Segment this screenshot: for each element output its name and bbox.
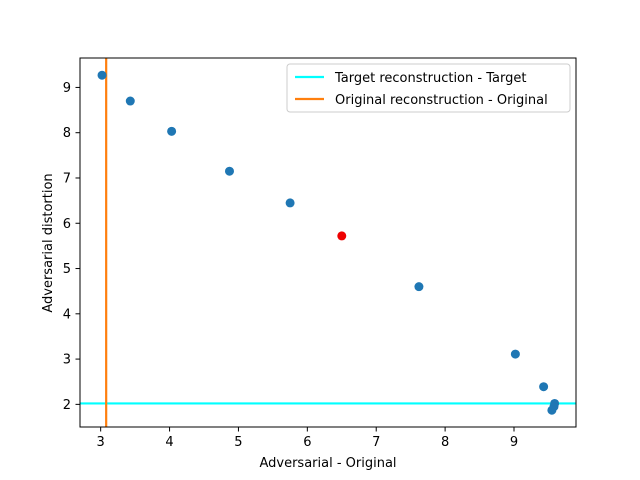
plot-contents [80, 58, 576, 427]
x-tick-label: 3 [97, 435, 105, 450]
legend-label: Target reconstruction - Target [334, 71, 526, 86]
x-tick-label: 6 [303, 435, 311, 450]
legend-box [286, 63, 571, 113]
scatter-point [167, 126, 177, 136]
scatter-point [97, 70, 107, 80]
scatter-point [510, 349, 520, 359]
scatter-point [337, 231, 347, 241]
y-tick-label: 7 [63, 171, 71, 186]
x-tick-label: 7 [372, 435, 380, 450]
x-tick-label: 5 [234, 435, 242, 450]
legend-label: Original reconstruction - Original [335, 93, 548, 108]
x-tick-label: 9 [510, 435, 518, 450]
legend: Target reconstruction - Target Original r… [286, 63, 571, 113]
y-tick-label: 4 [63, 307, 71, 322]
scatter-point [285, 198, 295, 208]
scatter-point [224, 166, 234, 176]
y-tick-label: 6 [63, 217, 71, 232]
axis-ticks: 3 4 5 6 7 8 9 2 3 4 5 6 7 8 9 [63, 81, 518, 450]
plot-frame [79, 57, 577, 428]
y-tick-label: 8 [63, 126, 71, 141]
x-tick-label: 8 [441, 435, 449, 450]
y-tick-label: 2 [63, 398, 71, 413]
y-tick-label: 5 [63, 262, 71, 277]
y-axis-label: Adversarial distortion [41, 173, 56, 312]
scatter-point [539, 382, 549, 392]
scatter-point [414, 282, 424, 292]
x-tick-label: 4 [165, 435, 173, 450]
x-axis-label: Adversarial - Original [259, 456, 396, 471]
y-tick-label: 9 [63, 81, 71, 96]
plot-area [79, 57, 577, 428]
scatter-point [125, 96, 135, 106]
scatter-point [547, 405, 557, 415]
y-tick-label: 3 [63, 353, 71, 368]
